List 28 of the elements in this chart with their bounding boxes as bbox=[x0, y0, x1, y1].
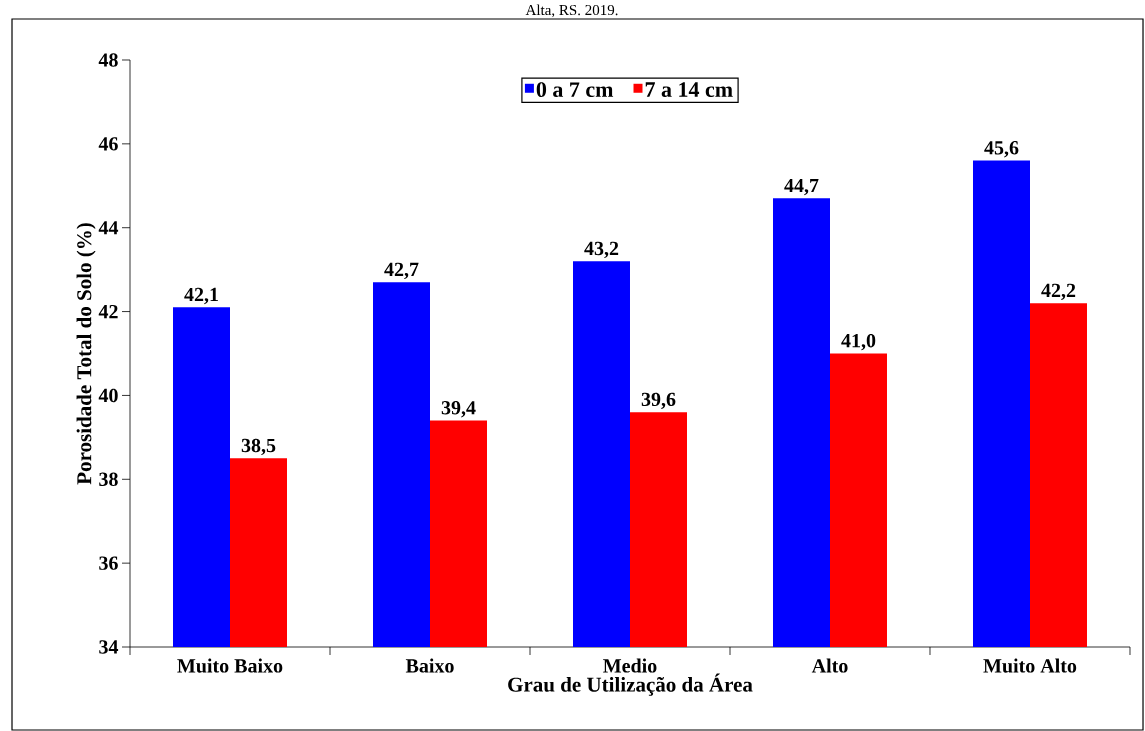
x-tick-label: Alto bbox=[811, 658, 848, 673]
data-label: 42,1 bbox=[184, 287, 218, 305]
data-label: 44,7 bbox=[784, 178, 819, 196]
data-label: 41,0 bbox=[841, 333, 876, 351]
y-tick-label: 46 bbox=[98, 137, 118, 151]
data-label: 42,7 bbox=[384, 262, 419, 280]
data-label: 43,2 bbox=[584, 241, 619, 259]
data-label: 42,2 bbox=[1041, 283, 1076, 300]
legend-label: 7 a 14 cm bbox=[645, 82, 733, 97]
y-tick-label: 42 bbox=[98, 304, 118, 319]
x-axis-title: Grau de Utilização da Área bbox=[508, 673, 753, 696]
data-label: 39,6 bbox=[641, 392, 676, 409]
y-tick-label: 36 bbox=[99, 556, 118, 570]
data-label: 38,5 bbox=[241, 438, 276, 456]
x-tick-label: Baixo bbox=[405, 658, 454, 673]
x-tick-label: Muito Baixo bbox=[177, 658, 283, 673]
x-tick-label: Muito Alto bbox=[983, 658, 1077, 673]
y-tick-label: 38 bbox=[99, 472, 118, 487]
data-label: 45,6 bbox=[984, 141, 1019, 158]
data-label: 39,4 bbox=[441, 401, 476, 418]
text: Alta, RS. 2019. bbox=[525, 4, 618, 18]
legend-label: 0 a 7 cm bbox=[536, 82, 614, 98]
y-axis-title: Porosidade Total do Solo (%) bbox=[76, 223, 96, 485]
x-tick-label: Medio bbox=[603, 658, 657, 673]
y-tick-label: 40 bbox=[98, 388, 118, 403]
y-tick-label: 44 bbox=[98, 221, 119, 235]
y-tick-label: 48 bbox=[98, 53, 118, 67]
y-tick-label: 34 bbox=[99, 640, 119, 654]
